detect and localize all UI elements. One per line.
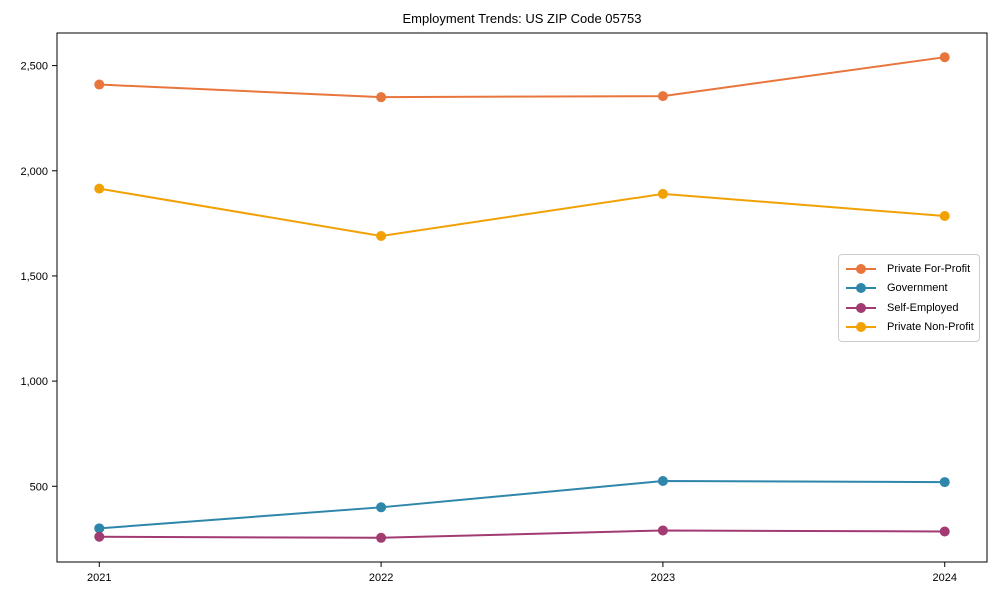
x-axis-tick-label: 2023: [651, 572, 675, 584]
point-government-2021: [94, 523, 105, 534]
point-private-for-profit-2022: [376, 92, 387, 103]
point-private-non-profit-2021: [94, 183, 105, 194]
point-private-for-profit-2023: [657, 91, 668, 102]
point-private-non-profit-2022: [376, 230, 387, 241]
plot-frame: [56, 32, 988, 563]
point-private-for-profit-2024: [939, 52, 950, 63]
point-government-2022: [376, 502, 387, 513]
legend-label-self-employed: Self-Employed: [887, 301, 959, 314]
y-axis-tick-label: 1,000: [20, 376, 48, 388]
point-private-for-profit-2021: [94, 79, 105, 90]
point-private-non-profit-2023: [657, 188, 668, 199]
legend-line-marker-icon-private-for-profit: [846, 263, 876, 274]
x-axis-tick-label: 2024: [932, 572, 956, 584]
line-private-non-profit: [99, 187, 945, 237]
line-government: [99, 480, 945, 530]
legend-line-marker-icon-self-employed: [846, 302, 876, 313]
legend-label-government: Government: [887, 282, 948, 295]
x-axis-tick-label: 2021: [87, 572, 111, 584]
legend-item-private-non-profit: Private Non-Profit: [841, 318, 977, 338]
y-axis-tick-label: 2,500: [20, 61, 48, 73]
legend-line-marker-icon-government: [846, 283, 876, 294]
x-axis-tick-label: 2022: [369, 572, 393, 584]
point-self-employed-2023: [657, 525, 668, 536]
point-self-employed-2021: [94, 531, 105, 542]
legend-label-private-non-profit: Private Non-Profit: [887, 321, 974, 334]
line-private-for-profit: [99, 56, 945, 99]
point-self-employed-2024: [939, 526, 950, 537]
point-self-employed-2022: [376, 532, 387, 543]
legend-item-government: Government: [841, 279, 977, 299]
y-axis-tick-label: 500: [30, 481, 48, 493]
legend-line-marker-icon-private-non-profit: [846, 322, 876, 333]
y-axis-tick-label: 2,000: [20, 166, 48, 178]
legend-item-self-employed: Self-Employed: [841, 298, 977, 318]
point-government-2024: [939, 477, 950, 488]
point-private-non-profit-2024: [939, 210, 950, 221]
legend-item-private-for-profit: Private For-Profit: [841, 259, 977, 279]
point-government-2023: [657, 476, 668, 487]
legend: Private For-Profit Government Self-Employe…: [838, 254, 980, 342]
y-axis-tick-label: 1,500: [20, 271, 48, 283]
chart-title: Employment Trends: US ZIP Code 05753: [402, 11, 642, 26]
line-self-employed: [99, 529, 945, 539]
legend-label-private-for-profit: Private For-Profit: [887, 262, 971, 275]
